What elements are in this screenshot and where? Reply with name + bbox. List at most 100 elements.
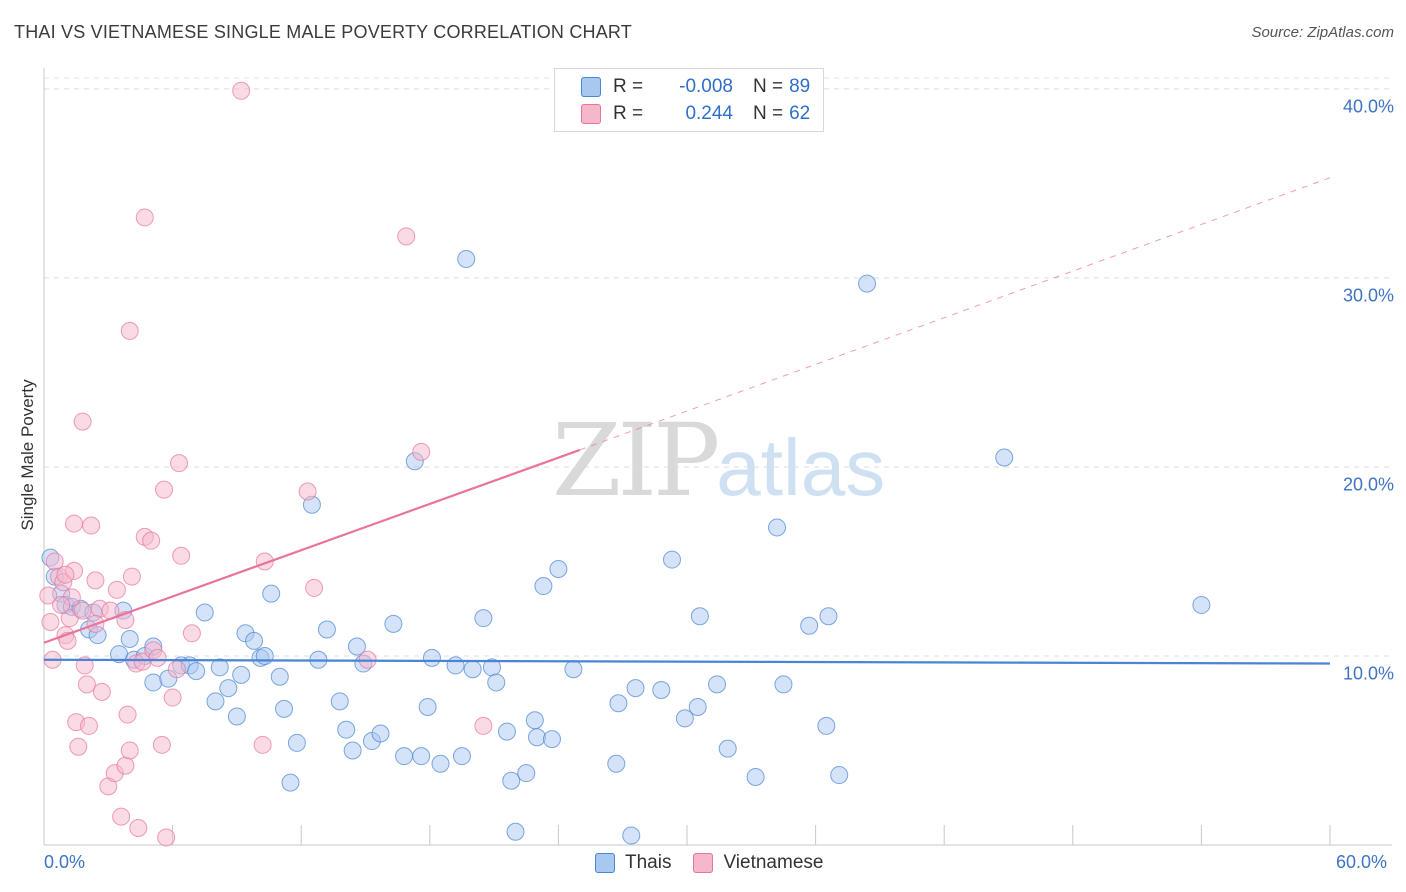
data-point-thais [206,692,225,711]
source-label: Source: ZipAtlas.com [1251,24,1394,41]
data-point-thais [219,679,238,698]
data-point-thais [262,584,281,603]
data-point-vietnamese [86,571,105,590]
series-swatch-vietnamese [693,853,714,873]
legend-row-vietnamese: R = 0.244 N = 62 [581,102,810,126]
data-point-thais [708,675,727,694]
series-legend: Thais Vietnamese [595,852,845,874]
y-tick-label: 20.0% [1342,474,1394,495]
data-point-vietnamese [474,716,493,735]
data-point-thais [474,609,493,628]
data-point-vietnamese [397,227,416,246]
data-point-thais [652,681,671,699]
legend-n-label: N = [753,76,784,97]
data-point-thais [506,822,525,841]
data-point-thais [287,733,306,752]
data-point-thais [626,679,645,698]
data-point-thais [525,711,544,730]
data-point-thais [675,709,694,728]
data-point-thais [120,629,139,648]
data-point-thais [232,665,251,684]
data-point-thais [819,607,838,626]
data-point-thais [662,550,681,569]
data-point-vietnamese [232,81,251,100]
data-point-thais [549,560,568,579]
data-point-thais [384,614,403,633]
data-point-vietnamese [118,705,137,724]
data-point-vietnamese [73,412,92,431]
data-point-thais [463,660,482,679]
data-point-thais [395,747,414,766]
data-point-vietnamese [107,580,126,599]
data-point-vietnamese [39,586,58,605]
data-point-thais [418,698,437,717]
data-point-vietnamese [170,454,189,473]
data-point-vietnamese [305,578,324,597]
data-point-thais [337,720,356,739]
legend-r-label: R = [613,103,644,124]
data-point-thais [497,722,516,741]
data-point-thais [542,730,561,749]
data-point-thais [210,658,229,677]
legend-n-label: N = [753,103,784,124]
data-point-vietnamese [116,756,135,775]
legend-n-value: 89 [789,76,811,97]
legend-n-value: 62 [789,103,811,124]
data-point-thais [527,728,546,747]
data-point-vietnamese [172,546,191,565]
data-point-vietnamese [148,648,167,667]
data-point-thais [690,607,709,626]
data-point-thais [330,692,349,711]
data-point-vietnamese [75,656,94,675]
data-point-vietnamese [41,612,60,631]
data-point-vietnamese [82,516,101,535]
data-point-vietnamese [129,818,148,837]
data-point-vietnamese [120,741,139,760]
data-point-vietnamese [69,737,88,756]
trend-line-thais [43,658,1331,665]
data-point-vietnamese [92,682,111,701]
legend-r-value: 0.244 [685,103,733,124]
data-point-vietnamese [80,716,99,735]
data-point-vietnamese [298,482,317,501]
data-point-thais [564,660,583,679]
data-point-thais [746,767,765,786]
data-point-vietnamese [77,675,96,694]
series-label-thais: Thais [625,852,672,873]
data-point-thais [317,620,336,639]
data-point-vietnamese [152,735,171,754]
data-point-thais [622,826,641,845]
data-point-thais [487,673,506,692]
trend-line-extension-vietnamese [579,177,1331,451]
y-tick-label: 30.0% [1342,285,1394,306]
data-point-thais [607,754,626,773]
data-point-vietnamese [120,321,139,340]
data-point-thais [502,771,521,790]
data-point-vietnamese [73,601,92,620]
data-point-vietnamese [65,514,84,533]
legend-r-value: -0.008 [679,76,733,97]
data-point-vietnamese [167,660,186,679]
data-point-vietnamese [56,565,75,584]
data-point-thais [343,741,362,760]
data-point-vietnamese [122,567,141,586]
series-legend-vietnamese[interactable]: Vietnamese [693,852,823,874]
series-legend-thais[interactable]: Thais [595,852,671,874]
legend-r-label: R = [613,76,644,97]
data-point-vietnamese [182,624,201,643]
data-point-thais [534,577,553,596]
data-point-vietnamese [157,828,176,847]
data-point-thais [858,274,877,293]
data-point-thais [517,764,536,783]
trend-line-vietnamese [43,448,581,644]
y-tick-label: 10.0% [1342,663,1394,684]
data-point-thais [830,766,849,785]
y-axis-label: Single Male Poverty [18,379,37,531]
data-point-thais [275,699,294,718]
data-point-thais [371,724,390,743]
chart-title: THAI VS VIETNAMESE SINGLE MALE POVERTY C… [14,22,633,42]
data-point-vietnamese [52,595,71,614]
data-point-thais [245,631,264,650]
data-point-thais [446,656,465,675]
